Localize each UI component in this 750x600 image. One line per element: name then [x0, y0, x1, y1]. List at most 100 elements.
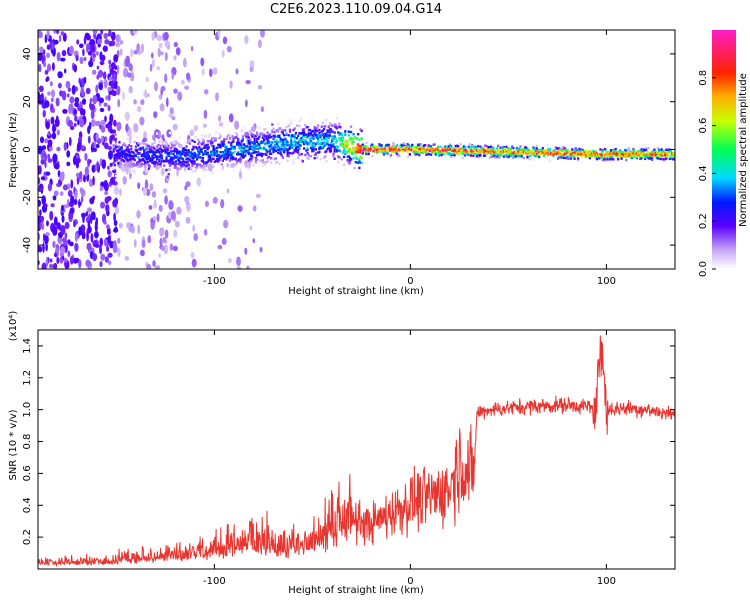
heatmap-band-cell: [207, 155, 210, 159]
heatmap-band-cell: [281, 131, 284, 134]
heatmap-band-cell: [174, 163, 177, 166]
heatmap-band-cell: [315, 126, 319, 130]
heatmap-band-cell: [335, 140, 339, 143]
heatmap-band-cell: [171, 156, 174, 160]
heatmap-noise-cell: [115, 42, 121, 48]
heatmap-band-cell: [645, 148, 648, 152]
heatmap-noise-cell: [82, 213, 85, 224]
heatmap-band-cell: [157, 163, 160, 166]
heatmap-band-cell: [532, 146, 535, 149]
heatmap-band-cell: [660, 153, 663, 157]
heatmap-band-cell: [204, 135, 207, 138]
heatmap-band-cell: [120, 158, 123, 161]
heatmap-band-cell: [359, 149, 362, 152]
heatmap-band-cell: [417, 152, 420, 155]
heatmap-noise-cell: [64, 262, 70, 269]
heatmap-band-cell: [160, 160, 163, 163]
heatmap-noise-cell: [169, 243, 174, 251]
heatmap-band-cell: [324, 155, 327, 158]
heatmap-band-cell: [126, 147, 129, 150]
heatmap-band-cell: [300, 132, 303, 135]
heatmap-noise-cell: [217, 244, 223, 250]
heatmap-band-cell: [123, 142, 126, 145]
heatmap-band-cell: [272, 127, 275, 130]
heatmap-band-cell: [665, 151, 668, 155]
heatmap-band-cell: [477, 151, 480, 155]
heatmap-noise-cell: [163, 31, 169, 41]
heatmap-band-cell: [640, 150, 643, 153]
heatmap-band-cell: [394, 151, 397, 154]
heatmap-noise-cell: [255, 193, 261, 198]
heatmap-band-cell: [647, 147, 650, 150]
heatmap-band-cell: [251, 146, 254, 149]
heatmap-band-cell: [114, 174, 117, 178]
heatmap-band-cell: [448, 153, 451, 156]
heatmap-band-cell: [221, 144, 224, 147]
heatmap-band-cell: [387, 143, 390, 147]
heatmap-band-cell: [474, 153, 477, 156]
heatmap-band-cell: [277, 151, 280, 155]
heatmap-noise-cell: [92, 175, 95, 186]
heatmap-band-cell: [220, 141, 223, 144]
heatmap-band-cell: [237, 138, 240, 141]
heatmap-band-cell: [344, 131, 347, 134]
heatmap-band-cell: [121, 143, 125, 147]
heatmap-band-cell: [112, 149, 115, 153]
heatmap-band-cell: [259, 141, 262, 144]
heatmap-band-cell: [355, 157, 359, 161]
heatmap-band-cell: [601, 158, 604, 162]
heatmap-band-cell: [308, 137, 312, 141]
heatmap-band-cell: [112, 144, 115, 147]
heatmap-band-cell: [571, 153, 574, 156]
heatmap-band-cell: [300, 136, 303, 140]
heatmap-band-cell: [393, 147, 396, 150]
heatmap-band-cell: [404, 146, 407, 149]
heatmap-band-cell: [188, 155, 192, 158]
heatmap-band-cell: [341, 144, 344, 147]
heatmap-band-cell: [254, 147, 257, 150]
heatmap-band-cell: [185, 164, 188, 168]
heatmap-noise-cell: [72, 257, 78, 264]
heatmap-band-cell: [188, 158, 192, 162]
heatmap-band-cell: [274, 130, 277, 133]
heatmap-band-cell: [392, 142, 395, 145]
heatmap-band-cell: [139, 147, 142, 150]
heatmap-band-cell: [405, 144, 408, 148]
heatmap-band-cell: [228, 159, 232, 162]
heatmap-noise-cell: [105, 224, 110, 230]
heatmap-band-cell: [152, 157, 155, 160]
heatmap-noise-cell: [192, 224, 195, 232]
heatmap-noise-cell: [203, 123, 207, 128]
heatmap-noise-cell: [237, 266, 241, 269]
heatmap-band-cell: [128, 164, 132, 167]
heatmap-band-cell: [646, 154, 649, 158]
heatmap-band-cell: [347, 130, 350, 133]
heatmap-band-cell: [119, 151, 122, 155]
heatmap-band-cell: [248, 158, 252, 161]
heatmap-band-cell: [577, 150, 580, 154]
heatmap-band-cell: [161, 140, 165, 143]
heatmap-noise-cell: [89, 98, 93, 103]
heatmap-band-cell: [123, 149, 126, 153]
heatmap-band-cell: [193, 140, 196, 144]
heatmap-band-cell: [440, 150, 443, 153]
heatmap-band-cell: [179, 167, 182, 170]
heatmap-band-cell: [357, 143, 360, 146]
heatmap-band-cell: [333, 157, 336, 160]
heatmap-noise-cell: [46, 44, 51, 50]
heatmap-band-cell: [278, 148, 281, 151]
heatmap-band-cell: [457, 148, 460, 151]
heatmap-band-cell: [340, 137, 343, 141]
heatmap-band-cell: [284, 137, 287, 141]
heatmap-band-cell: [345, 141, 348, 145]
heatmap-band-cell: [327, 129, 330, 132]
heatmap-band-cell: [606, 158, 609, 161]
heatmap-band-cell: [120, 148, 123, 151]
heatmap-band-cell: [332, 138, 335, 141]
heatmap-band-cell: [664, 157, 667, 161]
heatmap-band-cell: [212, 145, 215, 148]
heatmap-band-cell: [146, 151, 149, 154]
heatmap-band-cell: [574, 151, 577, 154]
heatmap-noise-cell: [66, 93, 70, 98]
